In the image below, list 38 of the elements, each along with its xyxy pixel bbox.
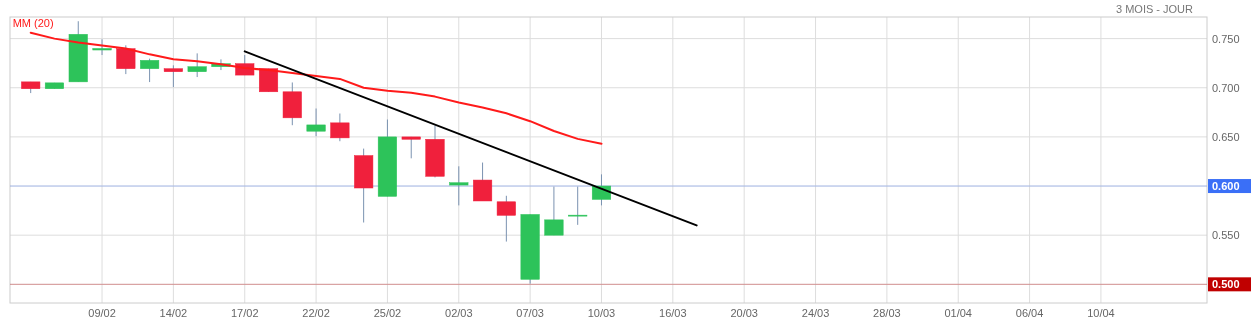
candlestick	[473, 162, 493, 202]
candlestick	[330, 113, 350, 142]
candlestick	[544, 186, 564, 236]
x-tick-label: 22/02	[302, 307, 330, 319]
y-tick-label: 0.650	[1212, 130, 1240, 143]
x-tick-label: 02/03	[445, 307, 473, 319]
candlestick	[306, 108, 326, 137]
candlestick	[163, 64, 183, 88]
x-tick-label: 07/03	[516, 307, 544, 319]
candlestick	[496, 195, 516, 243]
x-tick-label: 28/03	[873, 307, 901, 319]
x-tick-label: 10/03	[587, 307, 616, 319]
candlestick	[259, 68, 279, 93]
x-tick-label: 16/03	[659, 307, 687, 319]
y-tick-label: 0.500	[1212, 278, 1240, 291]
candlestick	[140, 58, 160, 83]
x-tick-label: 10/04	[1087, 307, 1115, 319]
x-tick-label: 24/03	[801, 307, 830, 319]
line-series	[29, 31, 603, 145]
series-label: MM (20)	[12, 16, 54, 29]
candlestick	[187, 52, 207, 78]
y-tick-label: 0.750	[1212, 32, 1240, 45]
candlestick	[116, 44, 136, 75]
x-tick-label: 14/02	[159, 307, 188, 319]
chart-subtitle: 3 MOIS - JOUR	[1115, 3, 1194, 15]
x-tick-label: 25/02	[373, 307, 402, 319]
y-tick-label: 0.700	[1212, 81, 1240, 94]
candlestick	[568, 186, 588, 226]
candlestick	[449, 165, 469, 206]
x-tick-label: 17/02	[230, 307, 259, 319]
x-tick-label: 09/02	[88, 307, 116, 319]
x-tick-label: 20/03	[730, 307, 758, 319]
candlestick	[401, 136, 421, 159]
y-tick-label: 0.550	[1212, 229, 1240, 242]
x-tick-label: 01/04	[944, 307, 972, 319]
x-tick-label: 06/04	[1015, 307, 1044, 319]
y-tick-label: 0.600	[1212, 180, 1240, 193]
candlestick	[92, 38, 112, 56]
